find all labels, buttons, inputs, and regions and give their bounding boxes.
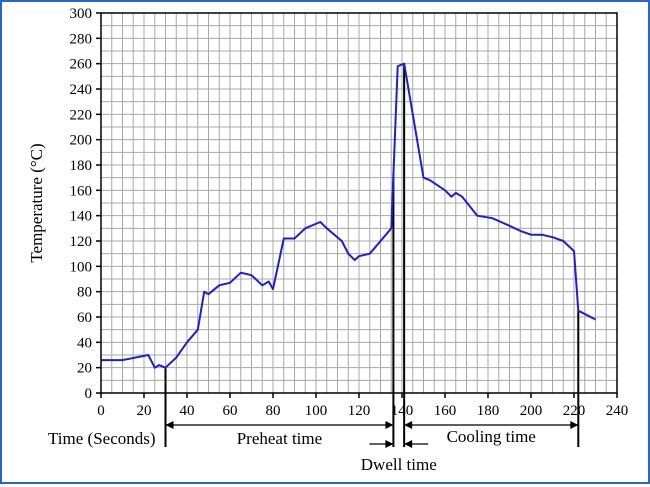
series-layer (101, 62, 596, 369)
phase-markers (164, 63, 580, 447)
x-tick-label: 200 (520, 403, 543, 419)
arrow-head (570, 421, 579, 429)
y-tick-label: 260 (70, 57, 93, 73)
y-tick-label: 60 (77, 310, 92, 326)
arrow-head (404, 440, 413, 448)
y-axis-label: Temperature (°C) (27, 143, 46, 262)
y-tick-label: 180 (70, 158, 93, 174)
y-tick-label: 240 (70, 82, 93, 98)
preheat-label: Preheat time (237, 429, 322, 448)
y-tick-label: 140 (70, 209, 93, 225)
temperature-series-line (101, 62, 596, 369)
y-tick-label: 200 (70, 133, 93, 149)
x-tick-label: 120 (348, 403, 371, 419)
x-tick-label: 140 (391, 403, 414, 419)
arrow-head (165, 421, 174, 429)
x-tick-label: 60 (223, 403, 238, 419)
arrow-head (385, 440, 394, 448)
x-tick-label: 20 (137, 403, 152, 419)
cooling-label: Cooling time (447, 427, 536, 446)
x-axis-label: Time (Seconds) (48, 429, 156, 448)
y-tick-label: 300 (70, 6, 93, 22)
arrow-head (404, 421, 413, 429)
x-tick-label: 160 (434, 403, 457, 419)
x-tick-label: 180 (477, 403, 500, 419)
arrow-head (385, 421, 394, 429)
x-tick-label: 0 (97, 403, 105, 419)
x-tick-label: 100 (305, 403, 328, 419)
y-tick-label: 160 (70, 183, 93, 199)
y-tick-label: 280 (70, 31, 93, 47)
y-tick-label: 20 (77, 361, 92, 377)
y-tick-label: 80 (77, 285, 92, 301)
dwell-label: Dwell time (361, 455, 437, 474)
y-tick-label: 100 (70, 259, 93, 275)
x-tick-label: 80 (266, 403, 281, 419)
y-tick-label: 40 (77, 335, 92, 351)
y-tick-label: 0 (85, 386, 93, 402)
temperature-chart: 0 20 40 60 80 100 120 140 160 180 200 220 240 0 20 40 60… (27, 6, 629, 474)
tick-labels: 0 20 40 60 80 100 120 140 160 180 200 220 240 0 20 40 60… (70, 6, 629, 419)
phase-annotations: Preheat time Dwell time Cooling time (165, 421, 579, 474)
x-tick-label: 220 (563, 403, 586, 419)
y-tick-label: 120 (70, 234, 93, 250)
x-tick-label: 240 (606, 403, 629, 419)
grid (100, 12, 618, 394)
y-tick-label: 220 (70, 107, 93, 123)
axes (96, 12, 618, 398)
x-tick-label: 40 (180, 403, 195, 419)
